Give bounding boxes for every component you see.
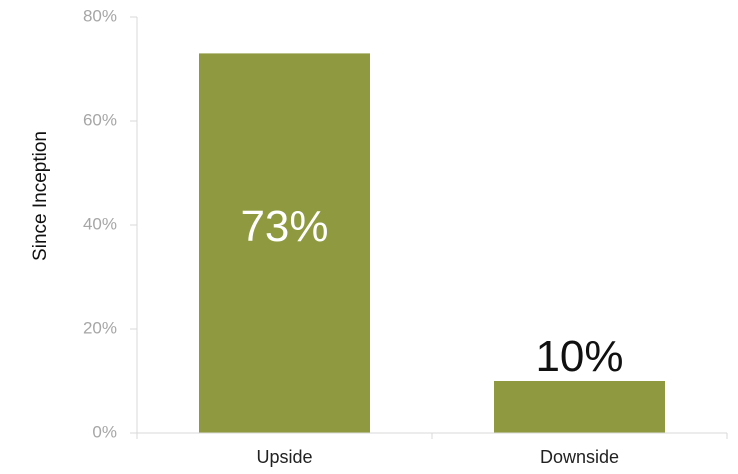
- x-category-label: Upside: [256, 447, 312, 467]
- data-label-downside: 10%: [535, 332, 623, 381]
- y-tick-label: 40%: [83, 214, 117, 233]
- y-tick-label: 20%: [83, 318, 117, 337]
- y-tick-label: 0%: [92, 422, 117, 441]
- data-label-upside: 73%: [240, 202, 328, 251]
- y-tick-label: 80%: [83, 6, 117, 25]
- bar-upside: [199, 53, 370, 434]
- bars: [199, 53, 665, 434]
- data-labels: 73% 10%: [240, 202, 623, 381]
- y-tick-label: 60%: [83, 110, 117, 129]
- y-axis-label: Since Inception: [30, 131, 51, 261]
- x-category-label: Downside: [540, 447, 619, 467]
- bar-downside: [494, 381, 665, 433]
- x-axis: Upside Downside: [136, 432, 728, 467]
- y-axis-ticks: 0% 20% 40% 60% 80%: [83, 6, 138, 441]
